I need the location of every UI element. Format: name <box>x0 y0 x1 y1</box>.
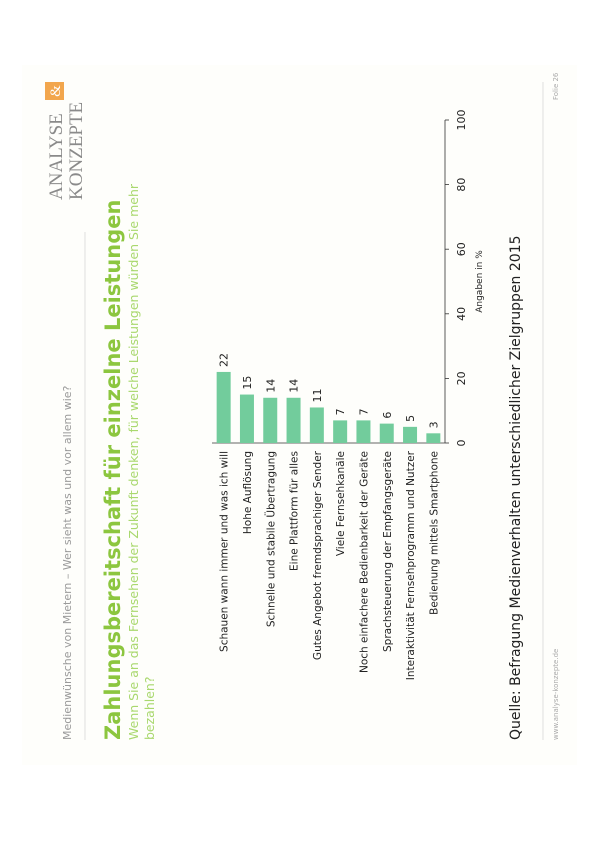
category-label: Noch einfachere Bedienbarkeit der Geräte <box>358 451 370 673</box>
value-label: 14 <box>288 379 301 393</box>
x-tick-label: 0 <box>455 440 468 447</box>
header-topic: Medienwünsche von Mietern – Wer sieht wa… <box>61 385 74 740</box>
x-tick-label: 100 <box>455 110 468 131</box>
bar <box>403 426 418 443</box>
bar <box>333 420 348 443</box>
value-label: 7 <box>357 408 370 415</box>
footer-url: www.analyse-konzepte.de <box>552 649 560 740</box>
bar <box>216 371 231 443</box>
bar <box>263 397 278 443</box>
bar <box>379 423 394 443</box>
x-tick-label: 80 <box>455 178 468 192</box>
category-label: Sprachsteuerung der Empfangsgeräte <box>382 451 394 652</box>
x-tick-label: 40 <box>455 307 468 321</box>
category-label: Schnelle und stabile Übertragung <box>264 451 277 627</box>
value-label: 7 <box>334 408 347 415</box>
bar <box>309 407 324 443</box>
slide-number: Folie 26 <box>552 72 560 100</box>
chart-subtitle: bezahlen? <box>142 677 157 741</box>
value-label: 15 <box>241 376 254 390</box>
logo-line2: KONZEPTE <box>66 102 87 200</box>
value-label: 6 <box>381 412 394 419</box>
x-tick-label: 20 <box>455 371 468 385</box>
value-label: 22 <box>218 353 231 367</box>
category-label: Viele Fernsehkanäle <box>335 451 347 556</box>
category-label: Gutes Angebot fremdsprachiger Sender <box>312 450 324 660</box>
category-label: Interaktivität Fernsehprogramm und Nutze… <box>405 450 417 680</box>
bar <box>426 433 441 443</box>
category-label: Eine Plattform für alles <box>289 451 301 571</box>
chart-subtitle: Wenn Sie an das Fernsehen der Zukunft de… <box>126 183 141 740</box>
bar <box>356 420 371 443</box>
category-label: Bedienung mittels Smartphone <box>428 451 440 615</box>
x-tick-label: 60 <box>455 242 468 256</box>
logo-box <box>45 82 64 100</box>
chart-title: Zahlungsbereitschaft für einzelne Leistu… <box>101 200 125 740</box>
category-label: Hohe Auflösung <box>242 451 254 534</box>
bar <box>286 397 301 443</box>
category-label: Schauen wann immer und was ich will <box>219 451 231 652</box>
x-axis-label: Angaben in % <box>475 250 485 313</box>
source-note: Quelle: Befragung Medienverhalten unters… <box>508 235 524 740</box>
bar <box>239 394 254 443</box>
value-label: 11 <box>311 388 324 402</box>
value-label: 5 <box>404 415 417 422</box>
logo-line1: ANALYSE <box>46 113 67 200</box>
value-label: 3 <box>427 421 440 428</box>
slide: Medienwünsche von Mietern – Wer sieht wa… <box>45 72 560 740</box>
logo-ampersand: & <box>48 85 64 97</box>
value-label: 14 <box>264 379 277 393</box>
